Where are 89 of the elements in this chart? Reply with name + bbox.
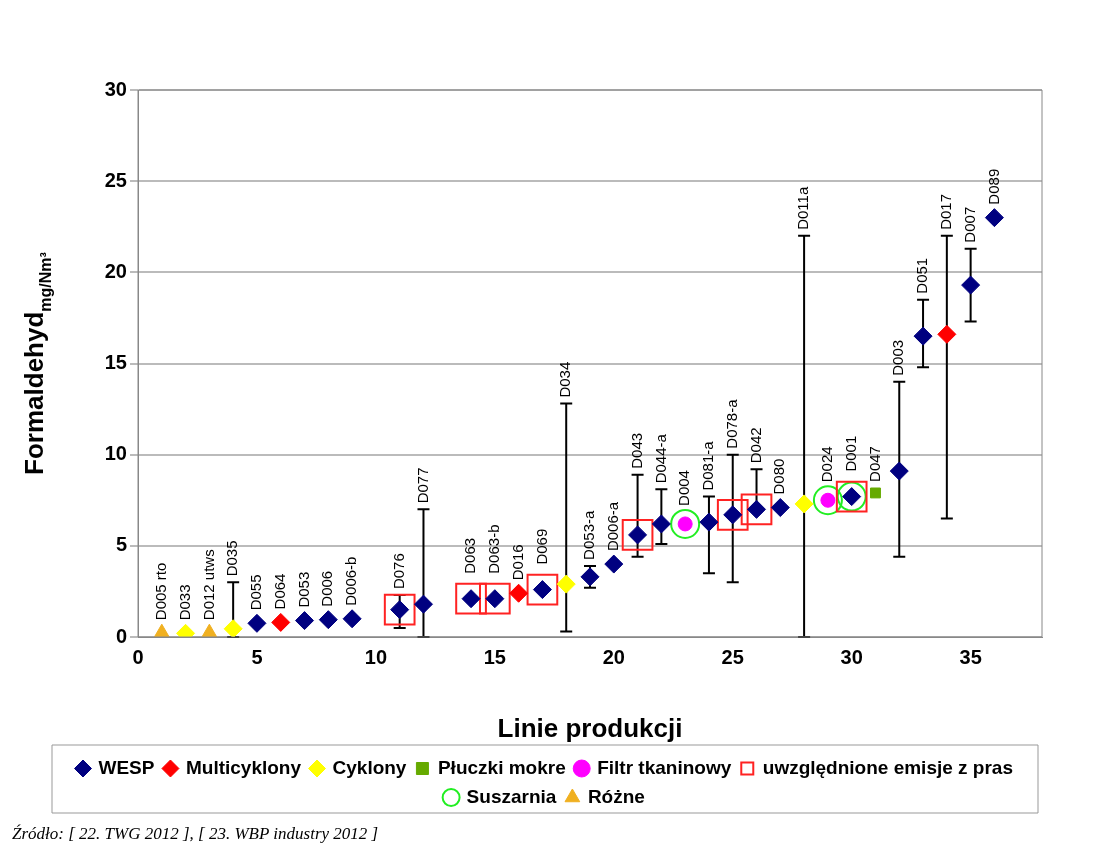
- y-tick-label: 20: [104, 259, 127, 282]
- annotation: D024: [818, 446, 836, 483]
- point: [699, 512, 719, 532]
- point: [870, 487, 881, 499]
- x-tick-label: 25: [721, 645, 744, 668]
- point: [740, 493, 773, 526]
- annotation: D051: [913, 257, 931, 294]
- annotation: D004: [675, 470, 693, 506]
- annotation: D005 rto: [151, 562, 169, 621]
- annotation: D089: [984, 168, 1002, 205]
- point: [223, 619, 243, 637]
- y-tick-label: 30: [104, 77, 127, 100]
- annotation: D053-a: [580, 510, 598, 560]
- point: [295, 611, 315, 631]
- legend-label: Multicyklony: [185, 756, 302, 778]
- annotation: D081-a: [699, 440, 717, 491]
- annotation: D077: [413, 467, 431, 504]
- annotation: D035: [223, 540, 241, 577]
- point: [889, 461, 909, 481]
- annotation: D063-b: [484, 524, 502, 574]
- point: [556, 574, 576, 594]
- point: [812, 485, 843, 516]
- y-axis-title: Formaldehydmg/Nm³: [19, 252, 54, 475]
- point: [383, 593, 416, 626]
- point: [984, 208, 1004, 228]
- x-tick-label: 35: [959, 645, 982, 668]
- annotation: D047: [865, 446, 883, 482]
- x-tick-label: 5: [251, 645, 263, 668]
- point: [604, 554, 624, 574]
- point: [318, 610, 338, 630]
- point: [961, 275, 981, 295]
- x-tick-label: 0: [132, 645, 144, 668]
- point: [413, 594, 433, 614]
- annotation: D063: [461, 537, 479, 574]
- annotation: D006-b: [342, 556, 360, 606]
- point: [455, 582, 487, 615]
- point: [716, 498, 749, 531]
- y-tick-label: 5: [115, 533, 127, 556]
- point: [247, 613, 267, 633]
- annotation: D044-a: [651, 433, 669, 484]
- legend-label: Płuczki mokre: [437, 756, 566, 778]
- point: [913, 326, 933, 346]
- annotation: D016: [508, 544, 526, 581]
- point: [770, 498, 790, 518]
- legend-label: Suszarnia: [466, 785, 557, 807]
- x-tick-label: 15: [483, 645, 506, 668]
- text: Źródło: [ 22. TWG 2012 ], [ 23. WBP industry 2012 ]: [12, 823, 379, 843]
- annotation: D078-a: [722, 398, 740, 449]
- x-tick-label: 10: [364, 645, 388, 668]
- annotation: D003: [889, 339, 907, 376]
- annotation: D033: [175, 584, 193, 621]
- annotation: D006: [318, 570, 336, 607]
- legend-label: Cyklony: [332, 756, 407, 778]
- annotation: D017: [936, 194, 954, 230]
- x-tick-label: 30: [840, 645, 863, 668]
- annotation: D076: [389, 553, 407, 590]
- annotation: D007: [960, 206, 978, 243]
- legend-label: WESP: [98, 756, 155, 778]
- annotation: D069: [532, 528, 550, 565]
- point: [478, 582, 511, 615]
- y-tick-label: 25: [104, 168, 127, 191]
- x-tick-label: 20: [602, 645, 625, 668]
- point: [621, 519, 654, 551]
- point: [509, 583, 529, 603]
- y-tick-label: 15: [104, 351, 127, 374]
- point: [937, 324, 957, 344]
- annotation: D043: [627, 432, 645, 469]
- annotation: D006-a: [603, 501, 621, 552]
- annotation: D080: [770, 458, 788, 495]
- point: [651, 514, 671, 534]
- annotation: D012 utws: [199, 549, 217, 621]
- y-tick-label: 0: [115, 624, 127, 647]
- legend-label: uwzględnione emisje z pras: [762, 756, 1014, 778]
- legend-label: Różne: [587, 785, 645, 807]
- annotation: D034: [556, 361, 574, 398]
- point: [342, 609, 362, 629]
- annotation: D053: [294, 571, 312, 608]
- annotation: D011a: [794, 186, 812, 230]
- point: [271, 612, 291, 632]
- annotation: D064: [270, 573, 288, 610]
- point: [794, 494, 814, 514]
- point: [670, 508, 701, 539]
- legend-label: Filtr tkaninowy: [597, 756, 732, 778]
- y-tick-label: 10: [104, 442, 127, 465]
- annotation: D042: [746, 427, 764, 464]
- x-axis-title: Linie produkcji: [497, 712, 683, 743]
- point: [526, 573, 559, 606]
- annotation: D001: [841, 435, 859, 472]
- annotation: D055: [247, 574, 265, 611]
